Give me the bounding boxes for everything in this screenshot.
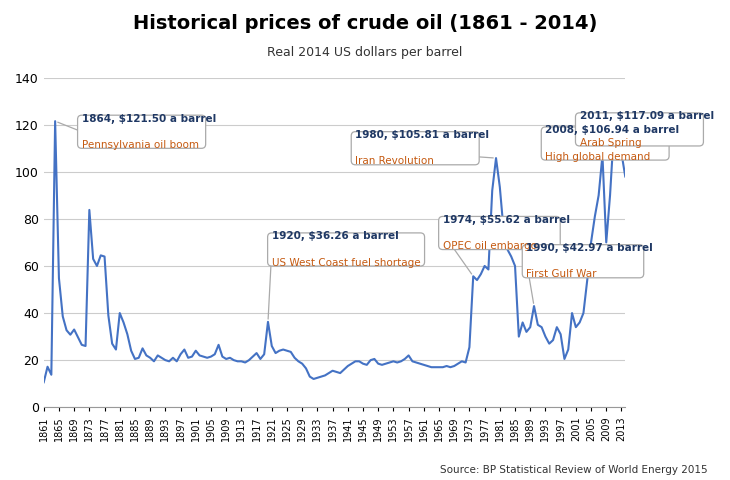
Text: High global demand: High global demand xyxy=(545,152,650,162)
Text: Iran Revolution: Iran Revolution xyxy=(356,156,434,167)
Text: 1920, $36.26 a barrel
US West Coast fuel shortage: 1920, $36.26 a barrel US West Coast fuel… xyxy=(272,237,420,262)
Text: First Gulf War: First Gulf War xyxy=(526,269,597,279)
Text: 1980, $105.81 a barrel
Iran Revolution: 1980, $105.81 a barrel Iran Revolution xyxy=(356,136,475,161)
Text: 1990, $42.97 a barrel: 1990, $42.97 a barrel xyxy=(526,243,653,253)
Text: 1864, $121.50 a barrel: 1864, $121.50 a barrel xyxy=(82,113,216,123)
Text: OPEC oil embargo: OPEC oil embargo xyxy=(443,241,537,251)
Text: 1974, $55.62 a barrel: 1974, $55.62 a barrel xyxy=(443,215,570,225)
Text: Historical prices of crude oil (1861 - 2014): Historical prices of crude oil (1861 - 2… xyxy=(133,14,597,34)
Text: US West Coast fuel shortage: US West Coast fuel shortage xyxy=(272,258,420,268)
Text: 2011, $117.09 a barrel: 2011, $117.09 a barrel xyxy=(580,111,714,121)
Text: Pennsylvania oil boom: Pennsylvania oil boom xyxy=(82,140,199,150)
Text: 1990, $42.97 a barrel
First Gulf War: 1990, $42.97 a barrel First Gulf War xyxy=(526,249,639,274)
Text: 1864, $121.50 a barrel
Pennsylvania oil boom: 1864, $121.50 a barrel Pennsylvania oil … xyxy=(82,120,201,144)
Text: Arab Spring: Arab Spring xyxy=(580,138,641,148)
Text: 1920, $36.26 a barrel: 1920, $36.26 a barrel xyxy=(272,231,399,241)
Text: 2011, $117.09 a barrel
Arab Spring: 2011, $117.09 a barrel Arab Spring xyxy=(580,117,699,142)
Text: Real 2014 US dollars per barrel: Real 2014 US dollars per barrel xyxy=(267,46,463,59)
Text: Source: BP Statistical Review of World Energy 2015: Source: BP Statistical Review of World E… xyxy=(440,465,708,475)
Text: 2008, $106.94 a barrel: 2008, $106.94 a barrel xyxy=(545,125,680,135)
Text: 1980, $105.81 a barrel: 1980, $105.81 a barrel xyxy=(356,130,489,140)
Text: 1974, $55.62 a barrel
OPEC oil embargo: 1974, $55.62 a barrel OPEC oil embargo xyxy=(443,221,556,245)
Text: 2008, $106.94 a barrel
High global demand: 2008, $106.94 a barrel High global deman… xyxy=(545,131,665,156)
